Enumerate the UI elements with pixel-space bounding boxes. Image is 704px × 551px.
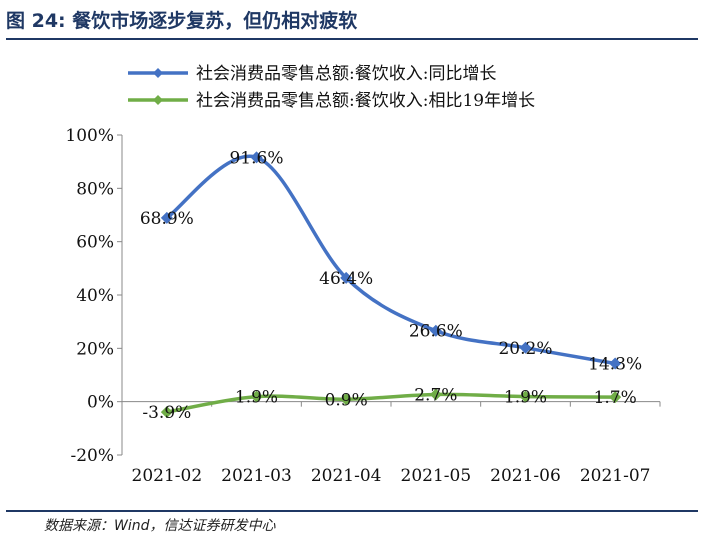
x-tick-label: 2021-06 (490, 466, 561, 486)
legend-label-1: 社会消费品零售总额:餐饮收入:同比增长 (196, 64, 496, 84)
x-tick-label: 2021-05 (401, 466, 472, 486)
series-1-point (519, 341, 532, 354)
series-1-point (609, 357, 622, 370)
series-2-data-label: 1.9% (235, 388, 278, 408)
series-line-2 (166, 392, 616, 414)
series-2-data-label: 1.9% (504, 388, 547, 408)
title-rule (6, 38, 698, 40)
x-tick-label: 2021-02 (132, 466, 203, 486)
series-2-point (160, 406, 173, 419)
series-1-point (160, 211, 173, 224)
line-chart: 社会消费品零售总额:餐饮收入:同比增长社会消费品零售总额:餐饮收入:相比19年增… (65, 64, 661, 486)
y-tick-label: 20% (76, 339, 114, 359)
x-tick-label: 2021-04 (311, 466, 382, 486)
series-1-data-label: 46.4% (319, 269, 373, 289)
figure-title: 图 24: 餐饮市场逐步复苏，但仍相对疲软 (6, 10, 358, 32)
legend: 社会消费品零售总额:餐饮收入:同比增长社会消费品零售总额:餐饮收入:相比19年增… (128, 64, 535, 111)
x-tick-label: 2021-03 (221, 466, 292, 486)
source-rule (6, 510, 698, 512)
y-tick-label: 0% (87, 393, 114, 413)
series-1-data-label: 14.3% (588, 355, 642, 375)
series-1-point (429, 324, 442, 337)
series-2-point (519, 390, 532, 403)
series-2-data-label: 1.7% (594, 388, 637, 408)
series-1-data-label: 68.9% (140, 209, 194, 229)
legend-marker-2 (153, 95, 163, 105)
y-tick-label: 40% (76, 286, 114, 306)
axes: 100% 80% 60% 40% 20% 0% -20% 2021-02 2021-03 2021… (65, 126, 661, 486)
series-1-data-label: 91.6% (229, 148, 283, 168)
series-1-point (340, 271, 353, 284)
series-1-data-label: 26.6% (409, 322, 463, 342)
series-2-data-label: 2.7% (414, 385, 457, 405)
series-2-point (609, 391, 622, 404)
y-tick-label: -20% (70, 446, 114, 466)
series-2-point (250, 390, 263, 403)
series-line-1 (165, 154, 616, 366)
y-tick-label: 100% (65, 126, 114, 146)
series-2-data-label: 0.9% (325, 390, 368, 410)
legend-label-2: 社会消费品零售总额:餐饮收入:相比19年增长 (196, 91, 535, 111)
y-tick-label: 60% (76, 233, 114, 253)
y-tick-label: 80% (76, 179, 114, 199)
legend-marker-1 (153, 68, 163, 78)
series-1-point (250, 151, 263, 164)
series-2-point (340, 393, 353, 406)
series-1-data-label: 20.2% (498, 339, 552, 359)
series-2-point (429, 388, 442, 401)
x-tick-label: 2021-07 (580, 466, 651, 486)
source-note: 数据来源：Wind，信达证券研发中心 (44, 518, 276, 534)
series-layer: 68.9% 91.6% 46.4% 26.6% 20.2% 14.3% -3.9% 1.9% 0… (140, 148, 642, 423)
series-2-data-label: -3.9% (142, 403, 191, 423)
